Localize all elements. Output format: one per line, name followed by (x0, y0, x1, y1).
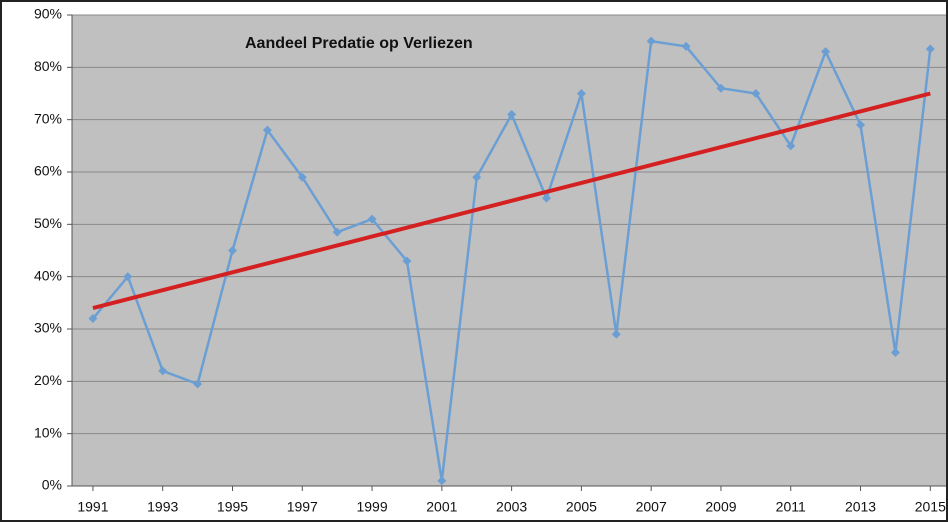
data-point (332, 227, 342, 237)
x-tick-label: 2001 (426, 499, 457, 515)
x-tick-label: 1999 (356, 499, 387, 515)
data-point (158, 366, 168, 376)
data-point (646, 36, 656, 46)
x-tick-label: 2005 (566, 499, 597, 515)
data-point (193, 379, 203, 389)
data-point (437, 476, 447, 486)
data-point (856, 120, 866, 130)
data-point (262, 125, 272, 135)
y-tick-label: 30% (34, 320, 62, 336)
data-point (297, 172, 307, 182)
data-point (472, 172, 482, 182)
data-point (681, 41, 691, 51)
x-tick-label: 1993 (147, 499, 178, 515)
data-point (890, 348, 900, 358)
data-point (716, 83, 726, 93)
data-point (786, 141, 796, 151)
y-tick-label: 90% (34, 6, 62, 22)
x-tick-label: 2011 (776, 499, 806, 515)
x-tick-label: 1995 (217, 499, 248, 515)
y-tick-label: 0% (42, 477, 62, 493)
y-tick-label: 10% (34, 424, 62, 440)
x-tick-label: 2015 (915, 499, 946, 515)
data-point (402, 256, 412, 266)
y-tick-label: 60% (34, 163, 62, 179)
trend-line (92, 91, 931, 311)
data-point (123, 272, 133, 282)
y-tick-label: 70% (34, 110, 62, 126)
data-point (925, 44, 935, 54)
y-tick-label: 20% (34, 372, 62, 388)
data-point (367, 214, 377, 224)
x-tick-label: 2003 (496, 499, 527, 515)
y-tick-label: 40% (34, 267, 62, 283)
data-point (821, 47, 831, 57)
y-tick-label: 80% (34, 58, 62, 74)
x-tick-label: 1991 (77, 499, 108, 515)
plot-area (72, 15, 946, 486)
data-point (227, 246, 237, 255)
data-point (507, 109, 517, 119)
data-point (576, 89, 586, 98)
data-point (542, 193, 552, 203)
chart-title: Aandeel Predatie op Verliezen (245, 35, 473, 52)
x-tick-label: 1997 (287, 499, 318, 515)
y-tick-label: 50% (34, 215, 62, 231)
data-point (611, 329, 621, 339)
x-tick-label: 2009 (705, 499, 736, 515)
data-point (88, 314, 98, 324)
x-tick-label: 2013 (845, 499, 876, 515)
x-tick-label: 2007 (636, 499, 667, 515)
data-point (751, 89, 761, 98)
